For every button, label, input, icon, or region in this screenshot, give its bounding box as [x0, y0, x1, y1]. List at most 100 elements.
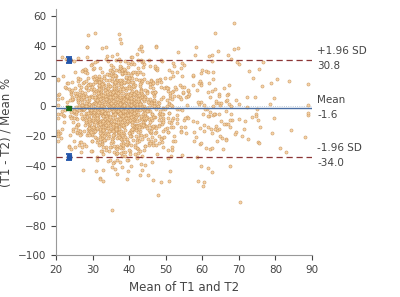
Point — [126, 80, 132, 85]
Point — [85, 75, 91, 80]
Point — [98, 107, 104, 111]
Point — [112, 106, 118, 110]
Point — [108, 102, 115, 107]
Point — [100, 114, 106, 119]
Point — [229, 117, 235, 122]
Point — [138, 114, 144, 119]
Point — [116, 95, 123, 99]
Point — [134, 70, 141, 75]
Point — [256, 140, 262, 145]
Point — [127, 97, 134, 102]
Point — [117, 116, 124, 121]
Point — [87, 107, 93, 112]
Point — [164, 86, 171, 90]
Point — [111, 86, 117, 90]
Point — [116, 100, 123, 105]
Point — [145, 101, 152, 105]
Point — [99, 119, 106, 124]
Point — [128, 102, 134, 107]
Point — [99, 132, 105, 137]
Point — [92, 107, 98, 112]
Point — [134, 57, 141, 62]
Point — [129, 80, 136, 84]
Point — [255, 118, 262, 122]
Point — [138, 136, 145, 141]
Point — [104, 114, 111, 119]
Point — [155, 103, 161, 108]
Point — [201, 102, 207, 107]
Point — [169, 118, 175, 123]
Point — [122, 58, 128, 63]
Point — [124, 99, 130, 103]
Point — [288, 127, 294, 132]
Point — [140, 123, 147, 128]
Point — [160, 106, 166, 111]
Point — [116, 68, 122, 73]
Point — [119, 112, 125, 117]
Point — [134, 146, 140, 151]
Point — [128, 55, 134, 60]
Point — [75, 75, 82, 80]
Point — [136, 96, 142, 100]
Point — [120, 124, 127, 129]
Point — [204, 125, 211, 129]
Point — [108, 121, 115, 125]
Point — [100, 114, 106, 119]
Point — [122, 86, 128, 90]
Point — [85, 104, 92, 109]
Point — [122, 95, 128, 99]
Point — [138, 81, 145, 86]
Point — [101, 121, 108, 125]
Point — [140, 121, 146, 126]
Text: -1.96 SD: -1.96 SD — [317, 143, 362, 153]
Point — [92, 128, 98, 132]
Point — [77, 132, 83, 137]
Point — [144, 108, 150, 113]
Point — [117, 95, 124, 100]
Point — [110, 88, 117, 92]
Point — [113, 128, 120, 132]
Point — [98, 105, 104, 110]
Point — [106, 103, 112, 108]
Point — [121, 102, 127, 107]
Point — [127, 107, 134, 112]
Point — [115, 130, 122, 135]
Point — [266, 102, 273, 106]
Point — [116, 130, 122, 135]
Point — [116, 100, 123, 105]
Point — [161, 135, 167, 140]
Point — [207, 94, 213, 99]
Point — [124, 113, 131, 117]
Point — [158, 85, 164, 90]
Point — [82, 144, 89, 149]
Point — [114, 171, 120, 176]
Point — [305, 82, 312, 87]
Point — [88, 63, 94, 67]
Point — [114, 94, 120, 99]
Point — [166, 119, 172, 124]
Point — [114, 105, 121, 110]
Point — [58, 112, 65, 116]
Point — [95, 117, 101, 122]
Point — [75, 95, 81, 100]
Point — [124, 137, 130, 141]
Point — [124, 141, 130, 146]
Point — [213, 99, 219, 103]
Point — [138, 90, 144, 95]
Point — [90, 102, 96, 107]
Point — [133, 109, 139, 114]
Point — [104, 121, 111, 126]
Point — [60, 73, 66, 78]
Point — [86, 116, 92, 121]
Point — [164, 126, 170, 130]
Point — [180, 91, 186, 96]
Point — [110, 150, 117, 154]
Point — [151, 103, 158, 108]
Point — [99, 110, 105, 115]
Point — [176, 107, 182, 111]
Point — [133, 77, 140, 82]
Point — [181, 63, 187, 68]
Point — [119, 67, 125, 72]
Point — [120, 99, 126, 104]
Point — [123, 115, 129, 120]
